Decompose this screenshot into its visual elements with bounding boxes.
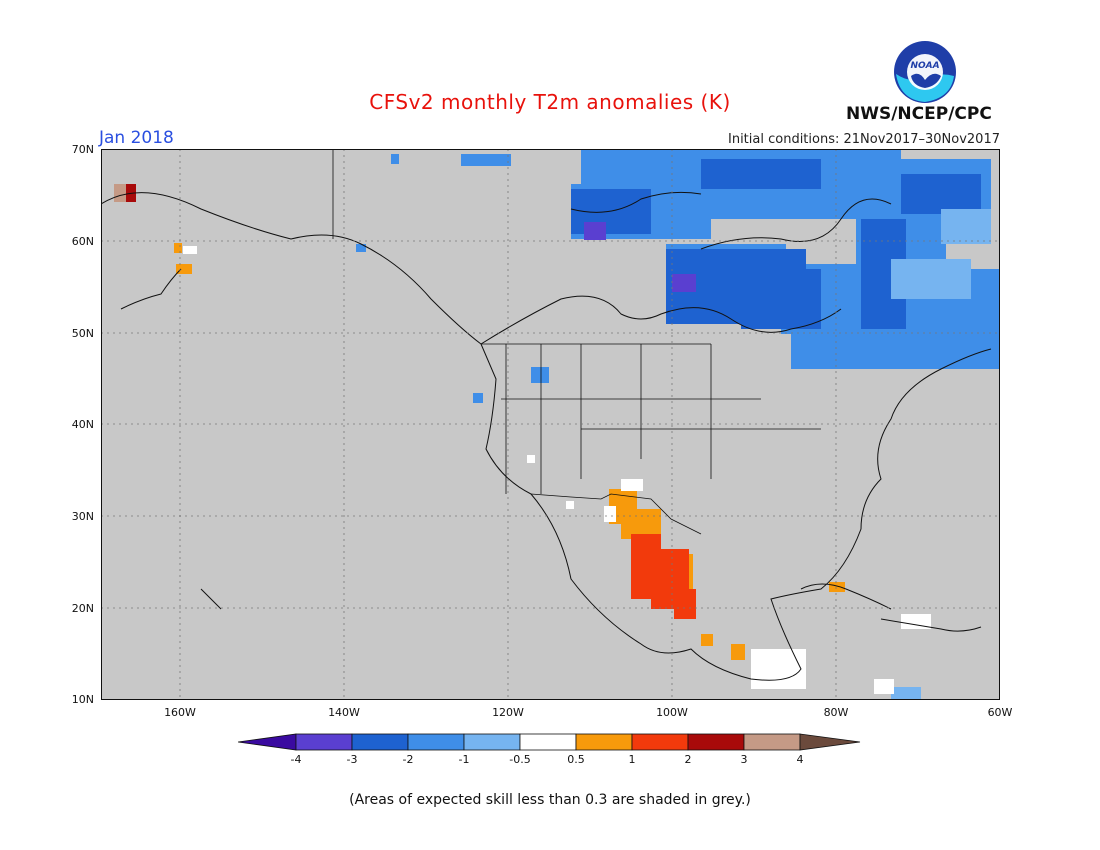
cold-anomaly-arctic-core <box>584 222 606 240</box>
colorbar-label: 2 <box>684 753 692 766</box>
lon-label-80w: 80W <box>823 706 849 719</box>
lon-label-120w: 120W <box>492 706 524 719</box>
colorbar-label: 1 <box>628 753 636 766</box>
colorbar-label: 0.5 <box>567 753 585 766</box>
anomaly-map <box>101 149 1000 700</box>
colorbar-bin-3 <box>407 733 465 751</box>
colorbar-label: -0.5 <box>509 753 531 766</box>
lon-label-140w: 140W <box>328 706 360 719</box>
cold-anomaly-oregon <box>473 393 483 403</box>
lat-label-50n: 50N <box>71 327 94 340</box>
map-background <box>101 149 1000 700</box>
logo-text: NOAA <box>910 61 939 71</box>
cold-anomaly-hudson-bay <box>666 219 906 329</box>
colorbar <box>238 733 861 751</box>
colorbar-label: 3 <box>740 753 748 766</box>
cold-anomaly-alaska-patch <box>356 244 366 252</box>
noaa-logo: NOAA <box>894 41 956 103</box>
warm-anomaly-alaska-brown <box>114 184 126 202</box>
neutral-anomaly-patches <box>183 246 931 694</box>
lon-label-100w: 100W <box>656 706 688 719</box>
graticule <box>101 149 1000 700</box>
warm-anomaly-mexico-strong <box>631 534 696 619</box>
lat-label-30n: 30N <box>71 510 94 523</box>
map-frame <box>101 149 1000 700</box>
colorbar-arrow-right <box>799 733 861 751</box>
initial-conditions: Initial conditions: 21Nov2017–30Nov2017 <box>728 132 1000 147</box>
lat-label-60n: 60N <box>71 235 94 248</box>
map-title: CFSv2 monthly T2m anomalies (K) <box>369 90 731 114</box>
colorbar-label: -4 <box>290 753 302 766</box>
colorbar-label: -1 <box>458 753 470 766</box>
lon-label-60w: 60W <box>987 706 1013 719</box>
lat-label-70n: 70N <box>71 143 94 156</box>
neutral-patch-eastern-canada <box>891 209 991 299</box>
cold-anomaly-caribbean <box>891 687 921 699</box>
lat-label-10n: 10N <box>71 693 94 706</box>
colorbar-bin-7 <box>631 733 689 751</box>
colorbar-label: 4 <box>796 753 804 766</box>
colorbar-bin-6 <box>575 733 633 751</box>
coastlines <box>101 191 992 681</box>
colorbar-label: -3 <box>346 753 358 766</box>
lat-label-20n: 20N <box>71 602 94 615</box>
lat-label-40n: 40N <box>71 418 94 431</box>
colorbar-arrow-left <box>238 733 297 751</box>
agency-label: NWS/NCEP/CPC <box>846 104 992 124</box>
colorbar-bin-1 <box>295 733 353 751</box>
colorbar-bin-5 <box>519 733 577 751</box>
colorbar-bin-4 <box>463 733 521 751</box>
political-boundaries <box>332 149 821 535</box>
cold-anomaly-idaho <box>531 367 549 383</box>
colorbar-bin-8 <box>687 733 745 751</box>
colorbar-label: -2 <box>402 753 414 766</box>
cold-anomaly-hudson-core <box>672 274 696 292</box>
forecast-month: Jan 2018 <box>99 128 174 148</box>
colorbar-bin-9 <box>743 733 801 751</box>
lon-label-160w: 160W <box>164 706 196 719</box>
colorbar-bin-2 <box>351 733 409 751</box>
skill-note: (Areas of expected skill less than 0.3 a… <box>349 792 751 808</box>
